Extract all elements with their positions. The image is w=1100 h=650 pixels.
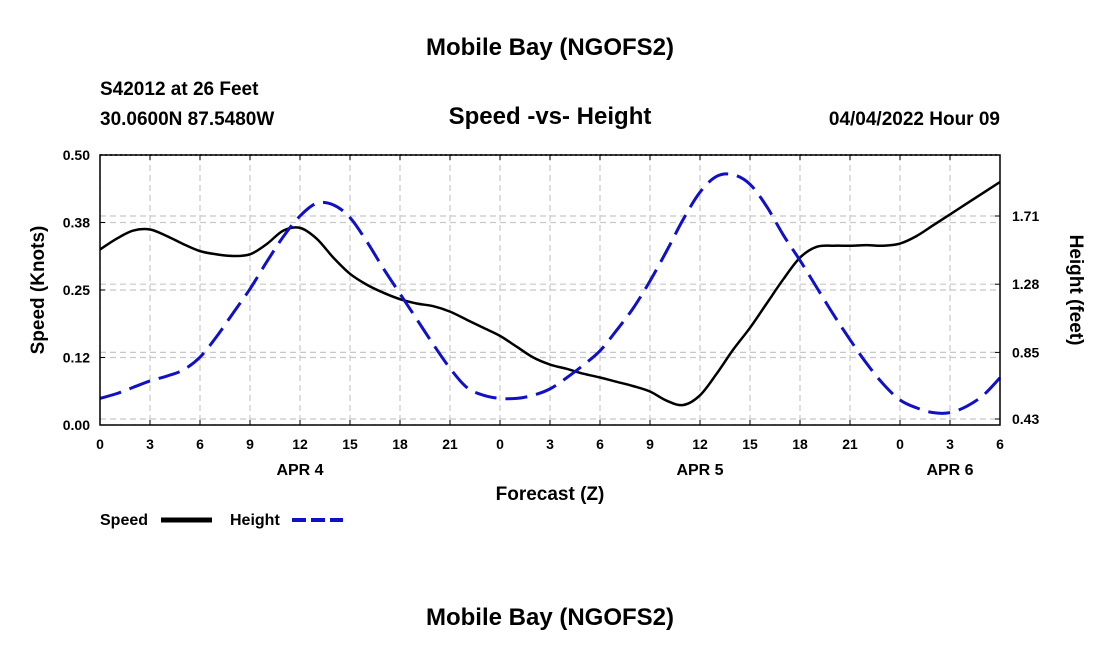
x-tick-label: 0 xyxy=(896,436,904,452)
x-tick-label: 21 xyxy=(442,436,458,452)
x-tick-label: 18 xyxy=(392,436,408,452)
x-tick-label: 6 xyxy=(596,436,604,452)
y-right-tick-label: 0.85 xyxy=(1012,344,1039,360)
y-right-tick-label: 0.43 xyxy=(1012,411,1039,427)
footer-title: Mobile Bay (NGOFS2) xyxy=(426,604,674,631)
legend-speed-label: Speed xyxy=(100,512,148,529)
x-tick-label: 0 xyxy=(96,436,104,452)
x-tick-label: 6 xyxy=(196,436,204,452)
date-label: APR 5 xyxy=(676,462,723,479)
x-tick-label: 9 xyxy=(646,436,654,452)
date-label: APR 6 xyxy=(926,462,973,479)
legend: Speed Height xyxy=(100,512,343,529)
chart-subtitle: Speed -vs- Height xyxy=(449,103,652,130)
y-left-tick-label: 0.12 xyxy=(63,350,90,366)
axes: 0 3 6 9 12 15 18 21 0 3 6 9 12 15 18 21 0 3 6 0.00 0.12 0.25 0… xyxy=(63,147,1040,479)
x-tick-label: 15 xyxy=(742,436,758,452)
x-tick-label: 15 xyxy=(342,436,358,452)
x-tick-label: 9 xyxy=(246,436,254,452)
grid xyxy=(99,154,1001,426)
y-axis-right-label: Height (feet) xyxy=(1065,235,1086,346)
x-tick-label: 12 xyxy=(692,436,708,452)
chart-title: Mobile Bay (NGOFS2) xyxy=(426,34,674,61)
date-label: APR 4 xyxy=(276,462,323,479)
y-right-tick-label: 1.71 xyxy=(1012,208,1039,224)
x-tick-label: 3 xyxy=(546,436,554,452)
y-axis-left-label: Speed (Knots) xyxy=(28,226,49,355)
station-label: S42012 at 26 Feet xyxy=(100,79,259,100)
y-left-tick-label: 0.50 xyxy=(63,147,90,163)
series-line-speed xyxy=(99,180,1001,407)
y-right-tick-label: 1.28 xyxy=(1012,276,1039,292)
series-layer xyxy=(99,172,1002,415)
timestamp-label: 04/04/2022 Hour 09 xyxy=(829,109,1000,130)
x-tick-label: 3 xyxy=(146,436,154,452)
series-line-height xyxy=(99,172,1002,415)
x-tick-label: 21 xyxy=(842,436,858,452)
location-label: 30.0600N 87.5480W xyxy=(100,109,274,130)
x-tick-label: 0 xyxy=(496,436,504,452)
x-tick-label: 3 xyxy=(946,436,954,452)
x-tick-label: 6 xyxy=(996,436,1004,452)
x-tick-label: 18 xyxy=(792,436,808,452)
y-left-tick-label: 0.38 xyxy=(63,215,90,231)
legend-height-label: Height xyxy=(230,512,280,529)
x-axis-label: Forecast (Z) xyxy=(496,484,605,505)
x-tick-label: 12 xyxy=(292,436,308,452)
y-left-tick-label: 0.25 xyxy=(63,282,90,298)
y-left-tick-label: 0.00 xyxy=(63,417,90,433)
